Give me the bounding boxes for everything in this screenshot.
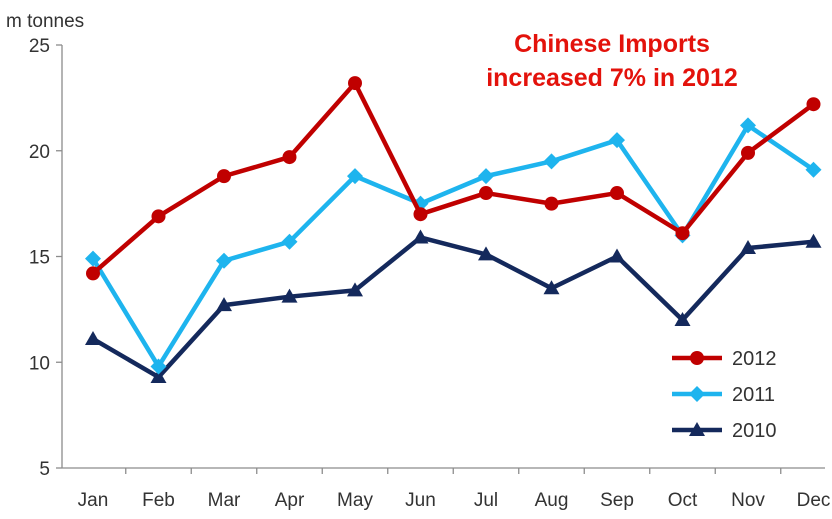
x-tick-label: Jan <box>78 490 109 511</box>
data-point-2010 <box>609 248 625 263</box>
data-point-2010 <box>543 280 560 295</box>
data-point-2011 <box>740 117 756 134</box>
legend: 2012 2011 2010 <box>672 348 777 442</box>
x-tick-label: Sep <box>600 490 634 511</box>
data-point-2012 <box>217 169 231 184</box>
y-tick-label: 25 <box>29 36 50 57</box>
data-point-2010 <box>740 240 756 255</box>
data-point-2012 <box>348 76 362 91</box>
series-layer <box>85 76 822 384</box>
x-tick-label: Dec <box>797 490 831 511</box>
legend-label: 2012 <box>732 348 777 370</box>
data-point-2011 <box>216 252 232 269</box>
legend-marker <box>689 422 705 436</box>
data-point-2012 <box>610 186 624 201</box>
legend-label: 2011 <box>732 384 775 406</box>
data-point-2011 <box>478 168 494 185</box>
y-tick-label: 15 <box>29 248 50 269</box>
data-point-2011 <box>543 153 560 170</box>
data-point-2010 <box>674 311 691 326</box>
y-tick-label: 10 <box>29 353 50 374</box>
data-point-2010 <box>478 246 494 261</box>
annotation-line-2: increased 7% in 2012 <box>486 64 738 92</box>
y-axis-unit-label: m tonnes <box>6 11 84 32</box>
data-point-2010 <box>85 330 101 345</box>
x-tick-label: Oct <box>668 490 698 511</box>
data-point-2011 <box>347 168 363 185</box>
x-tick-label: Nov <box>731 490 765 511</box>
data-point-2012 <box>413 207 428 222</box>
x-tick-label: Apr <box>275 490 305 511</box>
data-point-2011 <box>805 161 822 178</box>
data-point-2012 <box>544 196 559 211</box>
legend-marker <box>689 386 705 402</box>
legend-item-2010: 2010 <box>672 420 777 442</box>
x-tick-label: May <box>337 490 373 511</box>
x-tick-label: Aug <box>535 490 569 511</box>
data-point-2010 <box>216 297 232 312</box>
data-point-2010 <box>412 229 429 244</box>
data-point-2010 <box>150 369 167 384</box>
data-point-2012 <box>741 145 755 160</box>
data-point-2011 <box>609 132 625 149</box>
series-line-2010 <box>91 235 814 380</box>
legend-marker <box>690 351 704 365</box>
data-point-2011 <box>85 250 101 267</box>
x-tick-label: Mar <box>208 490 241 511</box>
legend-label: 2010 <box>732 420 777 442</box>
data-point-2012 <box>806 97 821 112</box>
data-point-2012 <box>151 209 166 224</box>
series-2010 <box>85 229 822 384</box>
axes: 5 10 15 20 25 Jan Feb Mar Apr May Jun Jul Aug Sep Oct N… <box>29 36 831 511</box>
data-point-2012 <box>479 186 493 201</box>
data-point-2012 <box>675 226 690 241</box>
x-tick-label: Feb <box>142 490 175 511</box>
legend-item-2011: 2011 <box>672 384 775 406</box>
data-point-2012 <box>86 266 100 281</box>
data-point-2010 <box>347 282 363 297</box>
data-point-2012 <box>282 150 297 165</box>
data-point-2011 <box>150 358 167 375</box>
x-tick-label: Jun <box>405 490 436 511</box>
data-point-2010 <box>281 288 298 303</box>
series-line-2012 <box>91 80 815 276</box>
series-2012 <box>86 76 821 281</box>
y-tick-label: 5 <box>39 459 50 480</box>
x-tick-label: Jul <box>474 490 498 511</box>
y-tick-label: 20 <box>29 142 50 163</box>
legend-item-2012: 2012 <box>672 348 777 370</box>
data-point-2010 <box>805 233 822 248</box>
data-point-2011 <box>281 233 298 250</box>
annotation-line-1: Chinese Imports <box>514 30 710 58</box>
